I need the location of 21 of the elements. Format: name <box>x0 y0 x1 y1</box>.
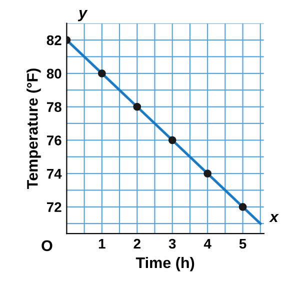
point <box>168 136 176 144</box>
x-tick-label: 4 <box>204 238 212 249</box>
point <box>98 69 106 78</box>
x-tick-label: 3 <box>168 238 176 249</box>
x-axis-title: Time (h) <box>136 256 194 272</box>
point <box>238 202 247 211</box>
y-axis-title: Temperature (°F) <box>26 68 41 189</box>
point <box>204 170 212 178</box>
y-tick-label: 78 <box>46 102 62 112</box>
y-tick-label: 76 <box>46 135 62 146</box>
x-tick-label: 5 <box>239 238 246 249</box>
text: O <box>42 240 52 252</box>
y-tick-label: 80 <box>46 68 62 79</box>
text: x <box>269 214 279 222</box>
point <box>133 102 142 111</box>
y-tick-label: 82 <box>46 35 62 46</box>
x-tick-label: 2 <box>134 238 140 249</box>
y-tick-label: 74 <box>46 169 62 179</box>
x-tick-label: 1 <box>98 238 106 249</box>
text: y <box>78 10 88 22</box>
y-tick-label: 72 <box>46 202 62 212</box>
